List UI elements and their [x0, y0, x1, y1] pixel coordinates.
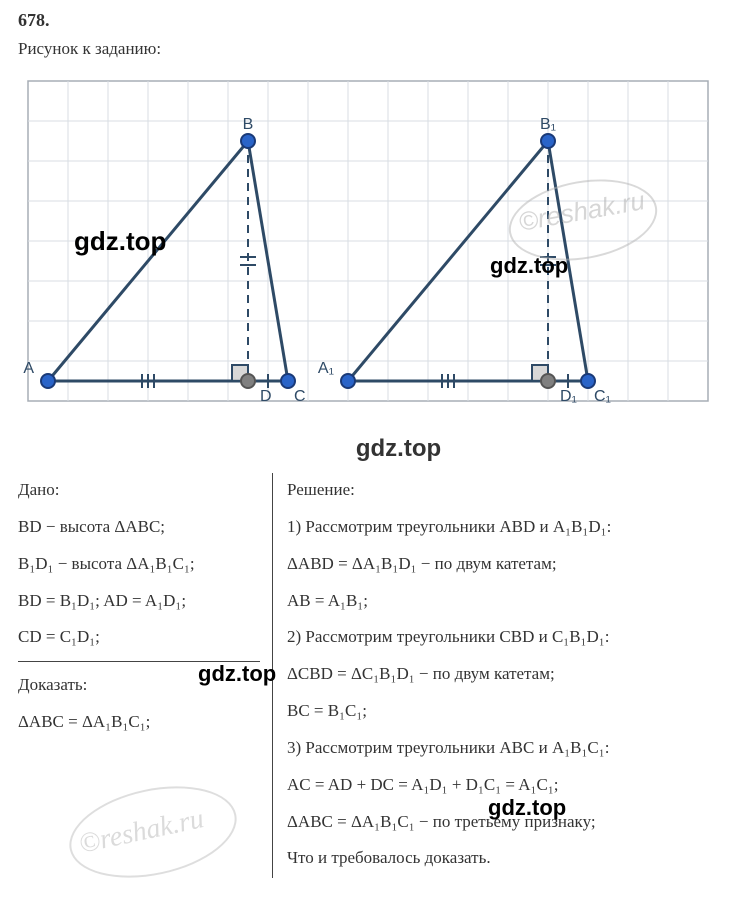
- watermark-gdz-4: gdz.top: [198, 651, 276, 696]
- svg-text:D: D: [260, 388, 272, 405]
- proof-table: Дано: BD − высота ΔABC;B₁D₁ − высота ΔA₁…: [18, 473, 718, 878]
- svg-text:A₁: A₁: [318, 360, 334, 377]
- svg-text:C: C: [294, 388, 306, 405]
- svg-text:B₁: B₁: [540, 116, 556, 133]
- solution-heading: Решение:: [287, 473, 718, 508]
- svg-text:A: A: [23, 360, 34, 377]
- svg-text:C₁: C₁: [594, 388, 611, 405]
- given-line: BD − высота ΔABC;: [18, 510, 260, 545]
- solution-line: ΔCBD = ΔC₁B₁D₁ − по двум катетам;: [287, 657, 718, 692]
- diagram-container: ABCDA₁B₁C₁D₁ gdz.top gdz.top ©reshak.ru: [18, 71, 718, 421]
- problem-number: 678.: [18, 10, 719, 31]
- given-heading: Дано:: [18, 473, 260, 508]
- given-line: CD = C₁D₁;: [18, 620, 260, 655]
- watermark-gdz-5: gdz.top: [488, 785, 566, 830]
- prove-line: ΔABC = ΔA₁B₁C₁;: [18, 705, 260, 740]
- watermark-gdz-3: gdz.top: [48, 435, 737, 463]
- solution-line: 1) Рассмотрим треугольники ABD и A₁B₁D₁:: [287, 510, 718, 545]
- solution-line: Что и требовалось доказать.: [287, 841, 718, 876]
- watermark-gdz-1: gdz.top: [74, 226, 166, 257]
- solution-line: 3) Рассмотрим треугольники ABC и A₁B₁C₁:: [287, 731, 718, 766]
- solution-line: AB = A₁B₁;: [287, 584, 718, 619]
- solution-line: BC = B₁C₁;: [287, 694, 718, 729]
- figure-caption: Рисунок к заданию:: [18, 39, 719, 59]
- solution-line: 2) Рассмотрим треугольники CBD и C₁B₁D₁:: [287, 620, 718, 655]
- solution-line: ΔABD = ΔA₁B₁D₁ − по двум катетам;: [287, 547, 718, 582]
- given-line: B₁D₁ − высота ΔA₁B₁C₁;: [18, 547, 260, 582]
- svg-text:B: B: [243, 116, 254, 133]
- svg-text:D₁: D₁: [560, 388, 577, 405]
- given-line: BD = B₁D₁; AD = A₁D₁;: [18, 584, 260, 619]
